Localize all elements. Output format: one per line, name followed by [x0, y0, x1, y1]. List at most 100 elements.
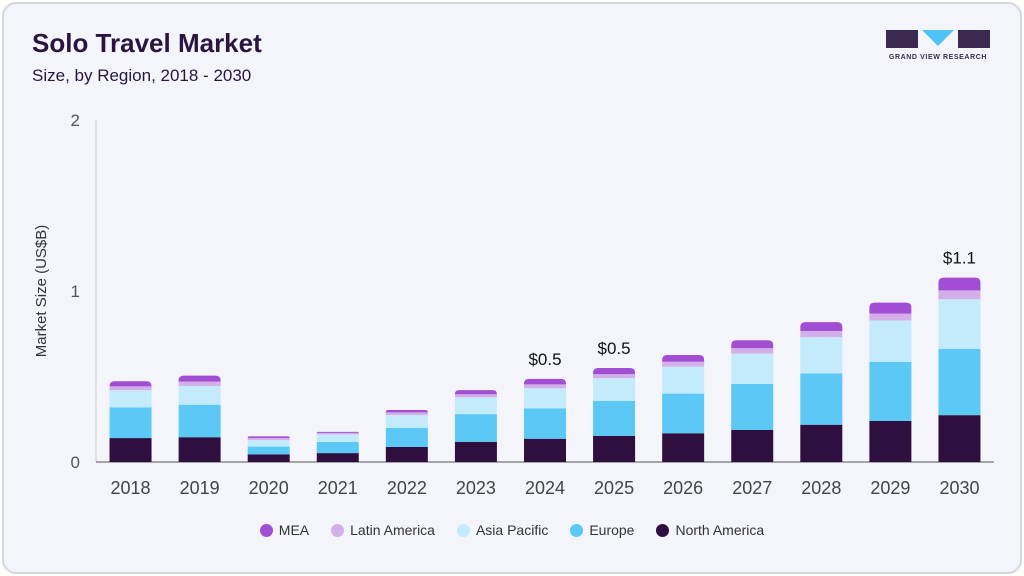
logo-chevron	[922, 30, 954, 46]
bar-mea-2021	[316, 431, 359, 433]
bar-north-america-2021	[316, 453, 359, 462]
bar-north-america-2029	[869, 420, 912, 462]
bar-asia-pacific-2023	[454, 397, 497, 415]
bar-mea-2022	[385, 410, 428, 413]
bar-asia-pacific-2029	[869, 320, 912, 362]
bar-europe-2019	[178, 404, 221, 438]
legend-swatch-latin-america	[331, 523, 345, 537]
bar-europe-2029	[869, 361, 912, 421]
y-tick-label: 2	[71, 111, 80, 130]
bar-asia-pacific-2025	[593, 378, 636, 401]
legend-swatch-mea	[259, 523, 273, 537]
chart-title: Solo Travel Market	[32, 28, 262, 58]
data-label-2030: $1.1	[943, 249, 976, 268]
legend-label-north-america: North America	[675, 522, 765, 538]
bar-asia-pacific-2018	[109, 390, 152, 408]
bar-mea-2018	[109, 381, 152, 387]
legend-label-mea: MEA	[278, 522, 310, 538]
bar-latin-america-2029	[869, 313, 912, 321]
bar-europe-2026	[662, 393, 705, 434]
x-tick-label-2025: 2025	[594, 478, 634, 498]
x-tick-label-2022: 2022	[387, 478, 427, 498]
chart-subtitle: Size, by Region, 2018 - 2030	[32, 66, 252, 85]
logo-block-right	[958, 30, 990, 48]
bar-latin-america-2025	[593, 374, 636, 379]
x-tick-label-2030: 2030	[939, 478, 979, 498]
x-tick-label-2020: 2020	[249, 478, 289, 498]
bar-mea-2023	[454, 390, 497, 395]
bar-mea-2019	[178, 375, 221, 382]
bar-europe-2023	[454, 414, 497, 442]
bar-europe-2028	[800, 373, 843, 425]
bar-asia-pacific-2019	[178, 385, 221, 405]
bar-latin-america-2021	[316, 432, 359, 435]
legend-swatch-north-america	[656, 523, 670, 537]
bar-north-america-2020	[247, 454, 290, 462]
x-tick-label-2019: 2019	[180, 478, 220, 498]
bar-europe-2025	[593, 400, 636, 436]
bar-latin-america-2020	[247, 438, 290, 441]
bar-mea-2024	[524, 378, 566, 385]
bar-north-america-2027	[731, 429, 774, 462]
bar-europe-2020	[247, 446, 290, 455]
bar-latin-america-2024	[524, 384, 566, 389]
bar-europe-2030	[938, 348, 981, 416]
bar-north-america-2019	[178, 437, 221, 462]
bar-asia-pacific-2027	[731, 353, 774, 385]
legend-item-north-america: North America	[656, 522, 764, 538]
bar-europe-2021	[316, 441, 359, 454]
x-tick-label-2027: 2027	[732, 478, 772, 498]
bar-north-america-2025	[593, 435, 636, 462]
data-label-2025: $0.5	[598, 339, 631, 358]
bar-latin-america-2022	[385, 412, 428, 415]
legend-label-asia-pacific: Asia Pacific	[475, 522, 549, 538]
y-tick-label: 1	[71, 282, 80, 301]
legend-swatch-europe	[570, 523, 584, 537]
bar-asia-pacific-2030	[938, 299, 981, 349]
bar-europe-2027	[731, 384, 774, 430]
x-tick-label-2026: 2026	[663, 478, 703, 498]
x-tick-label-2018: 2018	[111, 478, 151, 498]
legend-label-latin-america: Latin America	[350, 522, 435, 538]
bar-asia-pacific-2021	[316, 434, 359, 442]
bar-asia-pacific-2022	[385, 414, 428, 428]
bar-latin-america-2026	[662, 361, 705, 367]
bar-europe-2022	[385, 427, 428, 447]
bar-latin-america-2023	[454, 394, 497, 398]
bar-north-america-2030	[938, 415, 981, 462]
bar-europe-2018	[109, 407, 152, 439]
bar-north-america-2026	[662, 433, 705, 462]
legend-item-asia-pacific: Asia Pacific	[456, 522, 549, 538]
stacked-bar-chart: 0 1 2 Market Size (US$B) 2018 2019 2020 2021 202…	[33, 111, 994, 498]
x-tick-label-2029: 2029	[870, 478, 910, 498]
legend-item-mea: MEA	[259, 522, 310, 538]
x-tick-label-2023: 2023	[456, 478, 496, 498]
bar-mea-2020	[247, 436, 290, 439]
bar-asia-pacific-2028	[800, 337, 843, 374]
bar-latin-america-2030	[938, 290, 981, 300]
legend-label-europe: Europe	[589, 522, 635, 538]
bar-mea-2028	[800, 322, 843, 332]
legend-item-latin-america: Latin America	[331, 522, 435, 538]
bar-europe-2024	[524, 408, 566, 439]
x-tick-label-2024: 2024	[525, 478, 565, 498]
bar-mea-2026	[662, 354, 705, 362]
x-tick-label-2028: 2028	[801, 478, 841, 498]
bar-mea-2027	[731, 340, 774, 349]
bar-latin-america-2027	[731, 348, 774, 354]
bar-north-america-2023	[454, 441, 497, 462]
bar-mea-2029	[869, 302, 912, 314]
bar-asia-pacific-2024	[524, 388, 566, 409]
bar-latin-america-2018	[109, 386, 152, 391]
bar-latin-america-2019	[178, 381, 221, 386]
bar-north-america-2022	[385, 446, 428, 462]
bar-mea-2025	[593, 367, 636, 375]
bar-north-america-2028	[800, 424, 843, 462]
legend-item-europe: Europe	[570, 522, 634, 538]
bar-mea-2030	[938, 277, 981, 291]
logo-text: GRAND VIEW RESEARCH	[888, 54, 988, 61]
bar-north-america-2018	[109, 438, 152, 462]
bar-asia-pacific-2026	[662, 366, 705, 394]
grand-view-research-logo	[886, 30, 990, 48]
